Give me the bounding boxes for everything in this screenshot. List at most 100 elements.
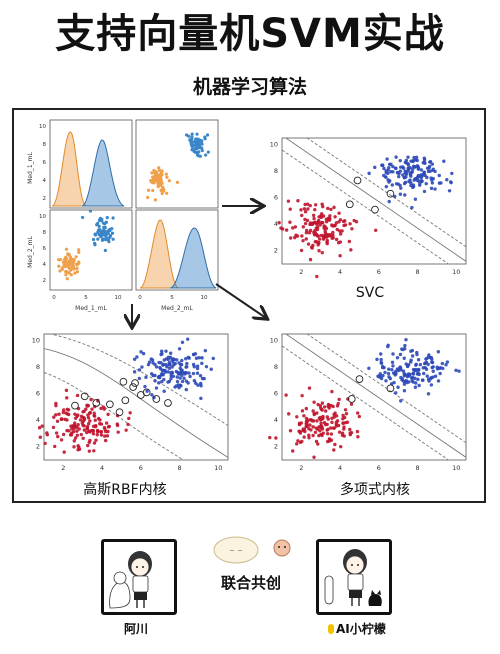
point-red [327, 216, 331, 221]
point-red [311, 409, 315, 413]
pp-dot-orange [69, 273, 73, 277]
right-avatar-card[interactable] [316, 539, 392, 615]
support-vector [131, 379, 139, 387]
point-blue [438, 371, 442, 376]
point-blue [408, 166, 412, 170]
pp-dot-blue [193, 147, 197, 151]
point-blue [199, 384, 203, 388]
point-blue [406, 372, 411, 376]
point-red [349, 248, 353, 252]
point-red [342, 425, 346, 429]
pp-dot-blue [197, 150, 201, 154]
point-red [65, 428, 69, 433]
point-red [96, 416, 101, 421]
pp-dot-orange [165, 175, 169, 179]
pp-dot-blue [101, 237, 105, 241]
point-blue [431, 369, 435, 373]
pp-tick-y-10: 10 [39, 124, 46, 130]
point-blue [154, 386, 159, 390]
point-blue [185, 337, 190, 341]
point-red [312, 400, 316, 404]
point-blue [416, 175, 421, 179]
point-blue [169, 351, 173, 355]
pp-dot-blue [98, 216, 103, 220]
point-red [53, 444, 57, 449]
point-blue [378, 372, 382, 376]
point-red [333, 411, 337, 415]
point-blue [407, 179, 411, 184]
point-blue [399, 186, 403, 190]
point-red [306, 418, 311, 422]
point-blue [194, 381, 198, 385]
point-red [316, 220, 320, 225]
point-red [310, 419, 315, 423]
point-blue [422, 171, 427, 175]
pp-dot-blue [189, 140, 193, 144]
point-red [332, 448, 336, 452]
pp-dot-orange [151, 175, 155, 179]
point-blue [430, 181, 435, 185]
point-blue [379, 352, 383, 356]
point-blue [388, 179, 392, 183]
point-blue [441, 366, 445, 371]
point-red [319, 425, 323, 430]
support-vector [386, 384, 395, 393]
point-blue [171, 374, 176, 379]
pp-dot-orange [157, 166, 161, 170]
point-red [300, 234, 304, 238]
point-red [335, 419, 340, 423]
pp-dot-blue [88, 209, 93, 213]
point-blue [191, 371, 196, 376]
pp-dot-blue [190, 132, 194, 136]
point-red [315, 411, 319, 415]
point-red [76, 448, 80, 452]
points [268, 338, 461, 459]
point-blue [191, 352, 196, 357]
point-red [315, 274, 319, 279]
tick-x: 10 [452, 464, 460, 472]
point-blue [182, 376, 186, 380]
pp-dot-blue [102, 232, 106, 236]
tick-x: 4 [338, 464, 342, 472]
point-blue [180, 368, 184, 372]
point-red [322, 405, 327, 409]
svg-text:~ ~: ~ ~ [229, 547, 243, 555]
point-red [315, 240, 319, 244]
point-red [315, 419, 319, 423]
point-blue [410, 375, 415, 380]
tick-y: 4 [274, 416, 278, 424]
point-red [313, 203, 318, 207]
point-red [92, 411, 96, 415]
left-avatar-card[interactable] [101, 539, 177, 615]
point-red [304, 406, 309, 411]
point-blue [379, 360, 383, 365]
right-name-text: AI小柠檬 [336, 622, 386, 636]
point-blue [419, 168, 424, 172]
pairplot-ylabel-top: Med_1_mL [27, 152, 34, 184]
pp-dot-blue [205, 133, 210, 137]
support-vector [345, 200, 354, 209]
point-red [293, 225, 298, 229]
point-blue [185, 361, 189, 366]
point-blue [145, 389, 149, 393]
pp-dot-orange [146, 195, 150, 200]
pp-dot-orange [73, 271, 77, 275]
tick-y: 2 [36, 443, 40, 451]
point-red [333, 215, 337, 219]
point-blue [137, 376, 142, 381]
point-red [330, 389, 334, 394]
tick-y: 8 [274, 363, 278, 371]
pairplot-xlabel-left: Med_1_mL [75, 305, 107, 312]
point-blue [169, 377, 173, 381]
point-blue [409, 349, 413, 353]
point-red [326, 439, 330, 444]
point-red [54, 413, 58, 417]
point-blue [387, 199, 391, 204]
point-blue [401, 369, 406, 373]
point-blue [200, 361, 204, 366]
point-red [75, 393, 80, 398]
point-red [79, 414, 84, 419]
point-red [73, 412, 77, 416]
point-blue [187, 371, 191, 375]
